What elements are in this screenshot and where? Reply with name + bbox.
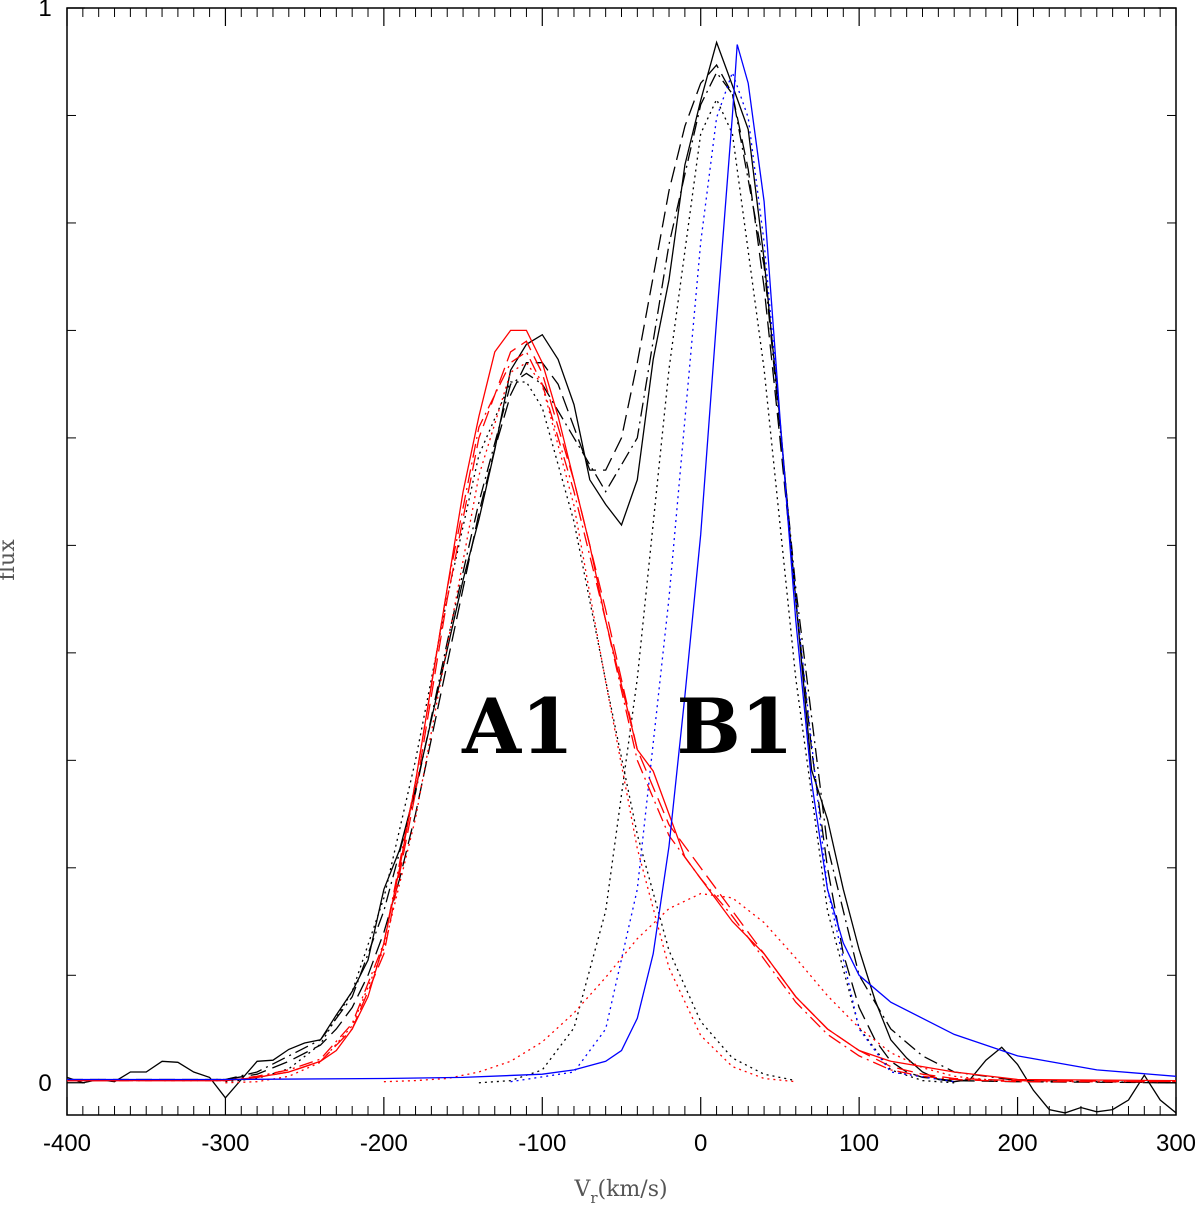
y-axis-label: flux: [0, 539, 20, 581]
series-line: [478, 97, 955, 1084]
series-line: [225, 361, 796, 1084]
series-line: [225, 381, 796, 1083]
x-tick-label: -300: [201, 1130, 249, 1157]
x-axis-label: Vr(km/s): [573, 1177, 667, 1205]
series-line: [67, 40, 1176, 1114]
x-label-subscript: r: [590, 1189, 598, 1205]
x-tick-label: -100: [518, 1130, 566, 1157]
annotation: B1: [676, 682, 793, 771]
x-label-rest: (km/s): [598, 1177, 668, 1202]
annotation: A1: [461, 682, 574, 771]
series-line: [67, 71, 1176, 1084]
y-tick-label: 1: [38, 0, 51, 22]
x-tick-label: -400: [43, 1130, 91, 1157]
x-tick-label: 0: [694, 1130, 707, 1157]
plot-frame: [66, 7, 1177, 1116]
series-line: [67, 329, 1176, 1082]
series-line: [67, 44, 1176, 1081]
series-line: [383, 892, 1018, 1083]
x-tick-label: 100: [839, 1130, 879, 1157]
x-tick-label: -200: [360, 1130, 408, 1157]
x-tick-label: 300: [1156, 1130, 1196, 1157]
curves: [67, 40, 1176, 1114]
x-tick-label: 200: [998, 1130, 1038, 1157]
series-line: [67, 350, 1176, 1083]
series-line: [67, 63, 1176, 1084]
y-tick-label: 0: [38, 1070, 51, 1097]
series-line: [510, 70, 955, 1083]
series-line: [67, 340, 1176, 1083]
x-label-base: V: [573, 1177, 591, 1202]
